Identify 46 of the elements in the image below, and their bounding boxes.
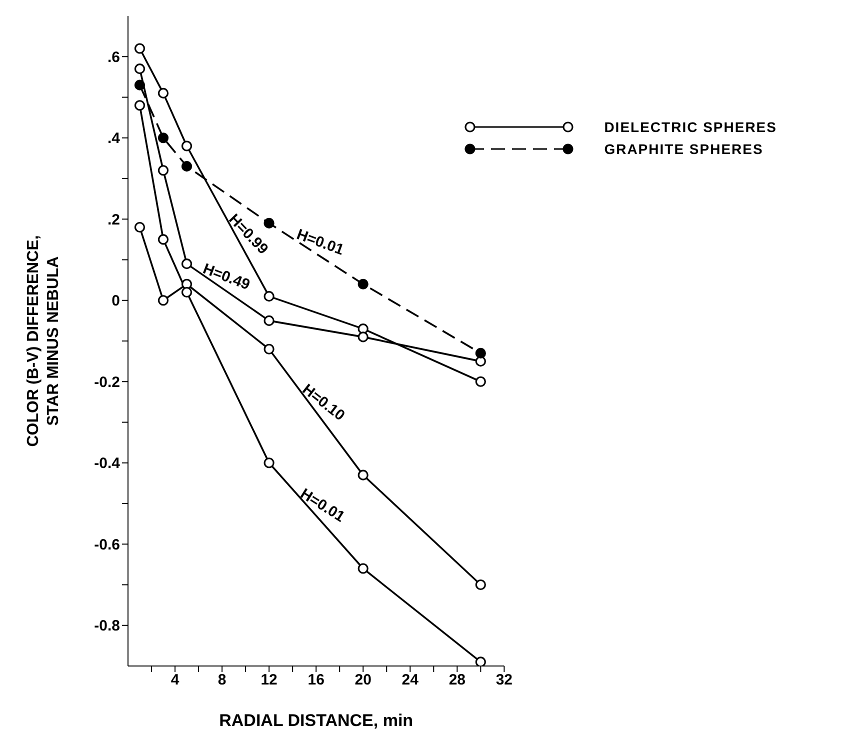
point [134,64,146,74]
point [475,376,486,387]
point [264,315,274,326]
point [134,100,146,111]
point [158,295,169,306]
x-tick-label: 28 [448,672,466,689]
point [358,332,368,342]
y-tick-label: .6 [107,48,120,66]
legend-label: DIELECTRIC SPHERES [604,119,777,135]
point [158,234,169,245]
x-tick-label: 8 [218,672,226,689]
y-axis-title: COLOR (B-V) DIFFERENCE, STAR MINUS NEBULA [25,235,62,447]
x-tick-label: 4 [170,672,180,689]
y-tick-label: -0.6 [94,536,120,554]
point [158,165,169,176]
point [158,88,169,98]
point [134,43,146,54]
point [134,222,146,233]
point [264,291,274,302]
x-tick-label: 32 [496,672,513,689]
x-tick-label: 24 [402,672,420,689]
point [158,132,169,144]
y-tick-label: -0.4 [94,455,121,472]
point [181,161,192,172]
x-tick-label: 12 [260,672,278,689]
x-tick-label: 20 [354,672,372,689]
y-tick-label: .4 [107,130,121,148]
point [264,458,274,468]
point [358,470,368,480]
legend-label: GRAPHITE SPHERES [604,141,764,157]
point [358,278,368,290]
y-tick-label: -0.8 [94,618,120,635]
point [181,258,192,270]
point [264,344,274,354]
point [475,579,486,590]
point [134,80,146,90]
y-tick-label: -0.2 [94,374,120,391]
point [358,563,368,574]
y-tick-label: .2 [107,211,120,228]
x-axis-title: RADIAL DISTANCE, min [219,711,414,730]
point [181,286,192,298]
y-tick-label: 0 [112,292,120,310]
x-tick-label: 16 [308,672,324,689]
point [475,656,486,666]
point [475,348,486,358]
point [181,140,192,152]
